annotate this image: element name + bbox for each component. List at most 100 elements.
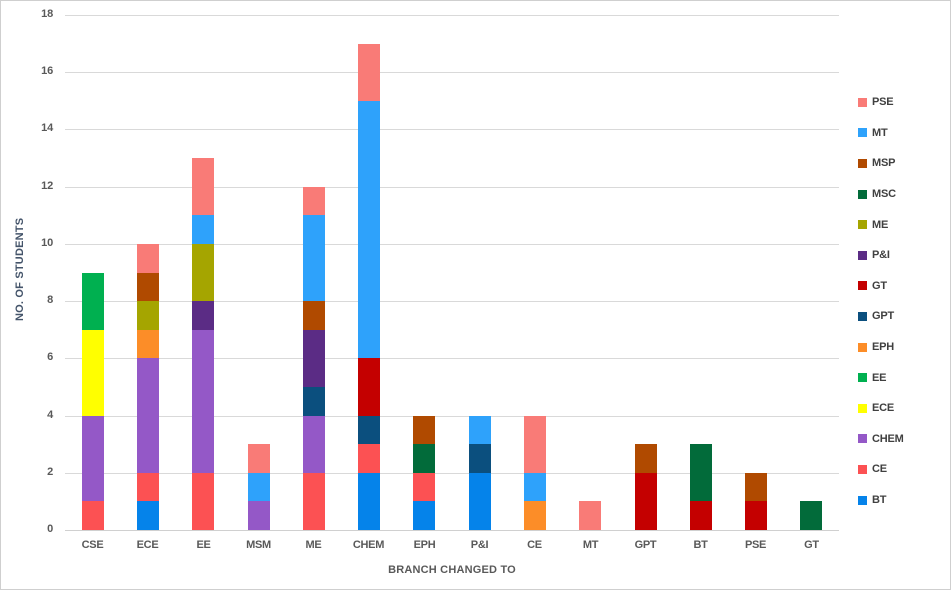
legend-label-BT: BT xyxy=(872,494,887,507)
legend-item-MSC: MSC xyxy=(858,179,904,210)
legend-item-P&I: P&I xyxy=(858,240,904,271)
bar-segment-ME-MT xyxy=(303,215,325,301)
bar-segment-EPH-BT xyxy=(413,501,435,530)
category-label-BT: BT xyxy=(693,539,708,551)
legend-item-CE: CE xyxy=(858,454,904,485)
bar-segment-BT-MSC xyxy=(690,444,712,501)
bar-segment-EE-CHEM xyxy=(192,330,214,473)
category-label-MT: MT xyxy=(582,539,599,551)
legend-swatch-MSC xyxy=(858,189,867,199)
bar-segment-EE-P&I xyxy=(192,301,214,330)
category-label-GPT: GPT xyxy=(634,539,657,551)
category-label-EPH: EPH xyxy=(413,539,436,551)
bar-segment-CHEM-BT xyxy=(358,473,380,530)
y-gridline-12 xyxy=(65,187,839,188)
y-gridline-2 xyxy=(65,473,839,474)
y-tick-label-2: 2 xyxy=(47,466,53,478)
bar-segment-CHEM-GPT xyxy=(358,416,380,444)
bar-segment-EPH-MSC xyxy=(413,444,435,473)
legend-label-PSE: PSE xyxy=(872,96,894,109)
legend-swatch-ECE xyxy=(858,403,867,413)
bar-segment-EPH-MSP xyxy=(413,416,435,444)
legend-item-EPH: EPH xyxy=(858,332,904,363)
bar-segment-ECE-CE xyxy=(137,473,159,501)
category-label-ME: ME xyxy=(305,539,322,551)
legend-item-EE: EE xyxy=(858,362,904,393)
y-tick-label-10: 10 xyxy=(41,237,53,249)
category-label-CSE: CSE xyxy=(81,539,104,551)
legend-item-CHEM: CHEM xyxy=(858,424,904,455)
y-tick-label-14: 14 xyxy=(41,122,53,134)
bar-segment-CHEM-PSE xyxy=(358,44,380,101)
bar-segment-ECE-EPH xyxy=(137,330,159,358)
bar-segment-EE-MT xyxy=(192,215,214,244)
y-tick-label-0: 0 xyxy=(47,523,53,535)
bar-segment-EE-PSE xyxy=(192,158,214,215)
bar-segment-CSE-CHEM xyxy=(82,416,104,501)
legend-swatch-P&I xyxy=(858,250,867,260)
bar-segment-PSE-GT xyxy=(745,501,767,530)
legend-label-MSP: MSP xyxy=(872,157,896,170)
legend-label-ECE: ECE xyxy=(872,402,895,415)
legend-label-MSC: MSC xyxy=(872,188,896,201)
legend-label-EE: EE xyxy=(872,371,887,384)
bar-segment-MT-PSE xyxy=(579,501,601,530)
bar-segment-CE-PSE xyxy=(524,416,546,473)
bar-segment-MSM-MT xyxy=(248,473,270,501)
bar-segment-BT-GT xyxy=(690,501,712,530)
bar-segment-ECE-BT xyxy=(137,501,159,530)
x-axis-line xyxy=(65,530,839,531)
y-gridline-8 xyxy=(65,301,839,302)
bar-segment-ME-CHEM xyxy=(303,416,325,473)
bar-segment-P&I-MT xyxy=(469,416,491,444)
y-tick-label-18: 18 xyxy=(41,8,53,20)
bar-segment-ME-GPT xyxy=(303,387,325,416)
legend-swatch-BT xyxy=(858,495,867,505)
legend-label-ME: ME xyxy=(872,218,889,231)
legend-swatch-CE xyxy=(858,464,867,474)
x-axis-title: BRANCH CHANGED TO xyxy=(388,564,516,576)
category-label-MSM: MSM xyxy=(246,539,271,551)
bar-segment-ECE-MSP xyxy=(137,273,159,301)
bar-segment-GT-MSC xyxy=(800,501,822,530)
legend-label-GT: GT xyxy=(872,279,887,292)
bar-segment-MSM-PSE xyxy=(248,444,270,473)
legend-swatch-CHEM xyxy=(858,434,867,444)
bar-segment-ME-CE xyxy=(303,473,325,530)
bar-segment-EE-CE xyxy=(192,473,214,530)
bar-segment-ECE-PSE xyxy=(137,244,159,273)
bar-segment-CE-EPH xyxy=(524,501,546,530)
bar-segment-CSE-ECE xyxy=(82,330,104,416)
bar-segment-CHEM-MT xyxy=(358,101,380,358)
bar-segment-CHEM-CE xyxy=(358,444,380,473)
bar-segment-MSM-CHEM xyxy=(248,501,270,530)
category-label-CE: CE xyxy=(527,539,542,551)
legend-item-PSE: PSE xyxy=(858,87,904,118)
bar-segment-GPT-MSP xyxy=(635,444,657,473)
y-tick-label-12: 12 xyxy=(41,180,53,192)
y-tick-label-6: 6 xyxy=(47,351,53,363)
bar-segment-P&I-BT xyxy=(469,473,491,530)
bar-segment-GPT-GT xyxy=(635,473,657,530)
y-tick-label-16: 16 xyxy=(41,65,53,77)
legend-swatch-ME xyxy=(858,220,867,230)
legend-item-BT: BT xyxy=(858,485,904,516)
legend-label-CHEM: CHEM xyxy=(872,432,904,445)
legend-item-GT: GT xyxy=(858,271,904,302)
bar-segment-CSE-EE xyxy=(82,273,104,330)
legend-label-MT: MT xyxy=(872,126,888,139)
y-gridline-6 xyxy=(65,358,839,359)
legend-swatch-MSP xyxy=(858,158,867,168)
bar-segment-ECE-ME xyxy=(137,301,159,330)
category-label-ECE: ECE xyxy=(136,539,159,551)
y-gridline-16 xyxy=(65,72,839,73)
legend-item-ME: ME xyxy=(858,209,904,240)
category-label-GT: GT xyxy=(804,539,819,551)
legend: PSE MT MSP MSC ME P&I GT GPT EPH EE ECE CHEM CE BT xyxy=(858,87,904,515)
category-label-P&I: P&I xyxy=(470,539,489,551)
bar-segment-CSE-CE xyxy=(82,501,104,530)
bar-segment-P&I-GPT xyxy=(469,444,491,473)
bar-segment-PSE-MSP xyxy=(745,473,767,501)
legend-label-CE: CE xyxy=(872,463,887,476)
